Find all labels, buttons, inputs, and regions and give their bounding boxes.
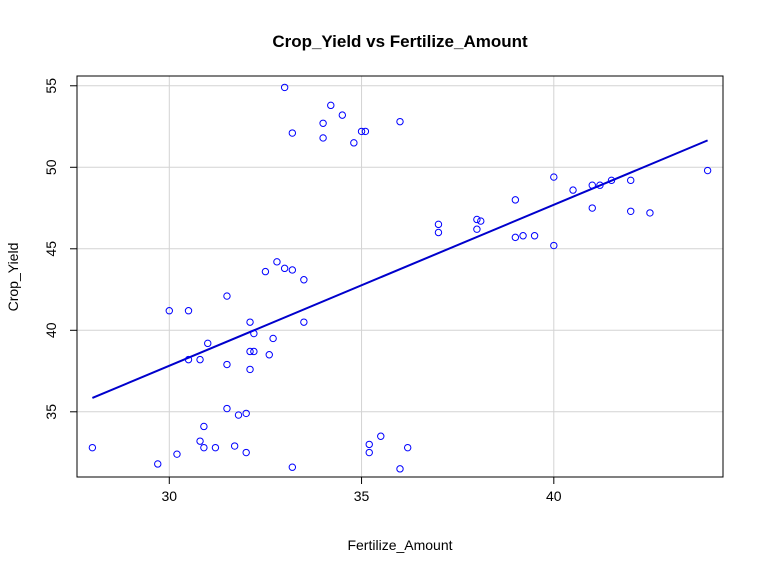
data-point (200, 422, 208, 431)
data-point (377, 432, 385, 440)
axes: 30 35 40 35 40 45 50 55 (43, 78, 562, 504)
data-point (627, 176, 635, 185)
data-point (230, 442, 239, 450)
data-point (173, 450, 181, 458)
data-point (338, 111, 347, 119)
data-point (511, 196, 520, 204)
data-point (246, 365, 254, 374)
data-point (165, 307, 173, 315)
data-point (530, 232, 539, 240)
x-tick-label: 40 (546, 488, 562, 504)
data-point (265, 351, 273, 359)
data-point (280, 83, 289, 92)
data-point (569, 186, 577, 194)
data-point (327, 101, 335, 110)
data-point (273, 258, 281, 266)
data-point (184, 307, 193, 315)
data-point (473, 225, 481, 233)
y-tick-label: 45 (43, 241, 59, 257)
data-point (519, 232, 527, 240)
data-point (361, 127, 370, 136)
data-point (223, 292, 231, 300)
data-point (396, 465, 404, 473)
data-point (365, 440, 373, 449)
data-point (288, 129, 297, 137)
data-point (200, 443, 208, 452)
y-tick-label: 55 (43, 78, 59, 94)
data-point (473, 215, 481, 224)
data-point (246, 347, 254, 356)
data-point (250, 329, 258, 338)
data-point (288, 463, 297, 471)
data-point (250, 347, 258, 356)
data-point (242, 448, 250, 457)
data-point (350, 139, 358, 147)
data-point (196, 355, 204, 364)
y-axis-label: Crop_Yield (5, 243, 21, 312)
data-point (319, 119, 327, 127)
points (88, 83, 712, 473)
y-tick-label: 50 (43, 159, 59, 175)
data-point (550, 173, 558, 181)
data-point (607, 176, 616, 185)
data-point (596, 181, 604, 189)
data-point (280, 264, 289, 273)
trend-line (91, 139, 709, 399)
data-point (261, 267, 270, 276)
data-point (300, 318, 308, 326)
data-point (703, 166, 712, 175)
data-point (211, 443, 220, 452)
data-point (434, 220, 443, 229)
data-point (288, 266, 297, 274)
data-point (269, 334, 277, 343)
data-point (588, 204, 596, 212)
data-point (646, 209, 654, 217)
data-point (154, 460, 162, 468)
data-point (365, 448, 373, 457)
data-point (357, 127, 366, 136)
data-point (403, 443, 412, 452)
data-point (550, 241, 558, 250)
x-tick-label: 30 (161, 488, 177, 504)
x-axis-label: Fertilize_Amount (347, 537, 452, 553)
data-point (300, 276, 308, 284)
grid (77, 76, 723, 477)
data-point (223, 360, 231, 369)
data-point (434, 228, 443, 237)
y-tick-label: 40 (43, 322, 59, 338)
data-point (184, 355, 193, 364)
data-point (588, 181, 596, 189)
data-point (396, 117, 404, 126)
data-point (477, 217, 485, 225)
data-point (319, 134, 327, 142)
data-point (242, 409, 250, 418)
data-point (511, 233, 520, 242)
data-point (223, 404, 231, 413)
data-point (88, 443, 97, 452)
x-tick-label: 35 (354, 488, 370, 504)
data-point (246, 318, 254, 326)
data-point (204, 339, 212, 348)
y-tick-label: 35 (43, 404, 59, 420)
data-point (234, 411, 243, 419)
trend-line-group (91, 139, 709, 399)
data-point (196, 437, 204, 445)
plot-frame (76, 75, 724, 478)
data-point (627, 207, 635, 215)
chart-title: Crop_Yield vs Fertilize_Amount (272, 32, 528, 51)
